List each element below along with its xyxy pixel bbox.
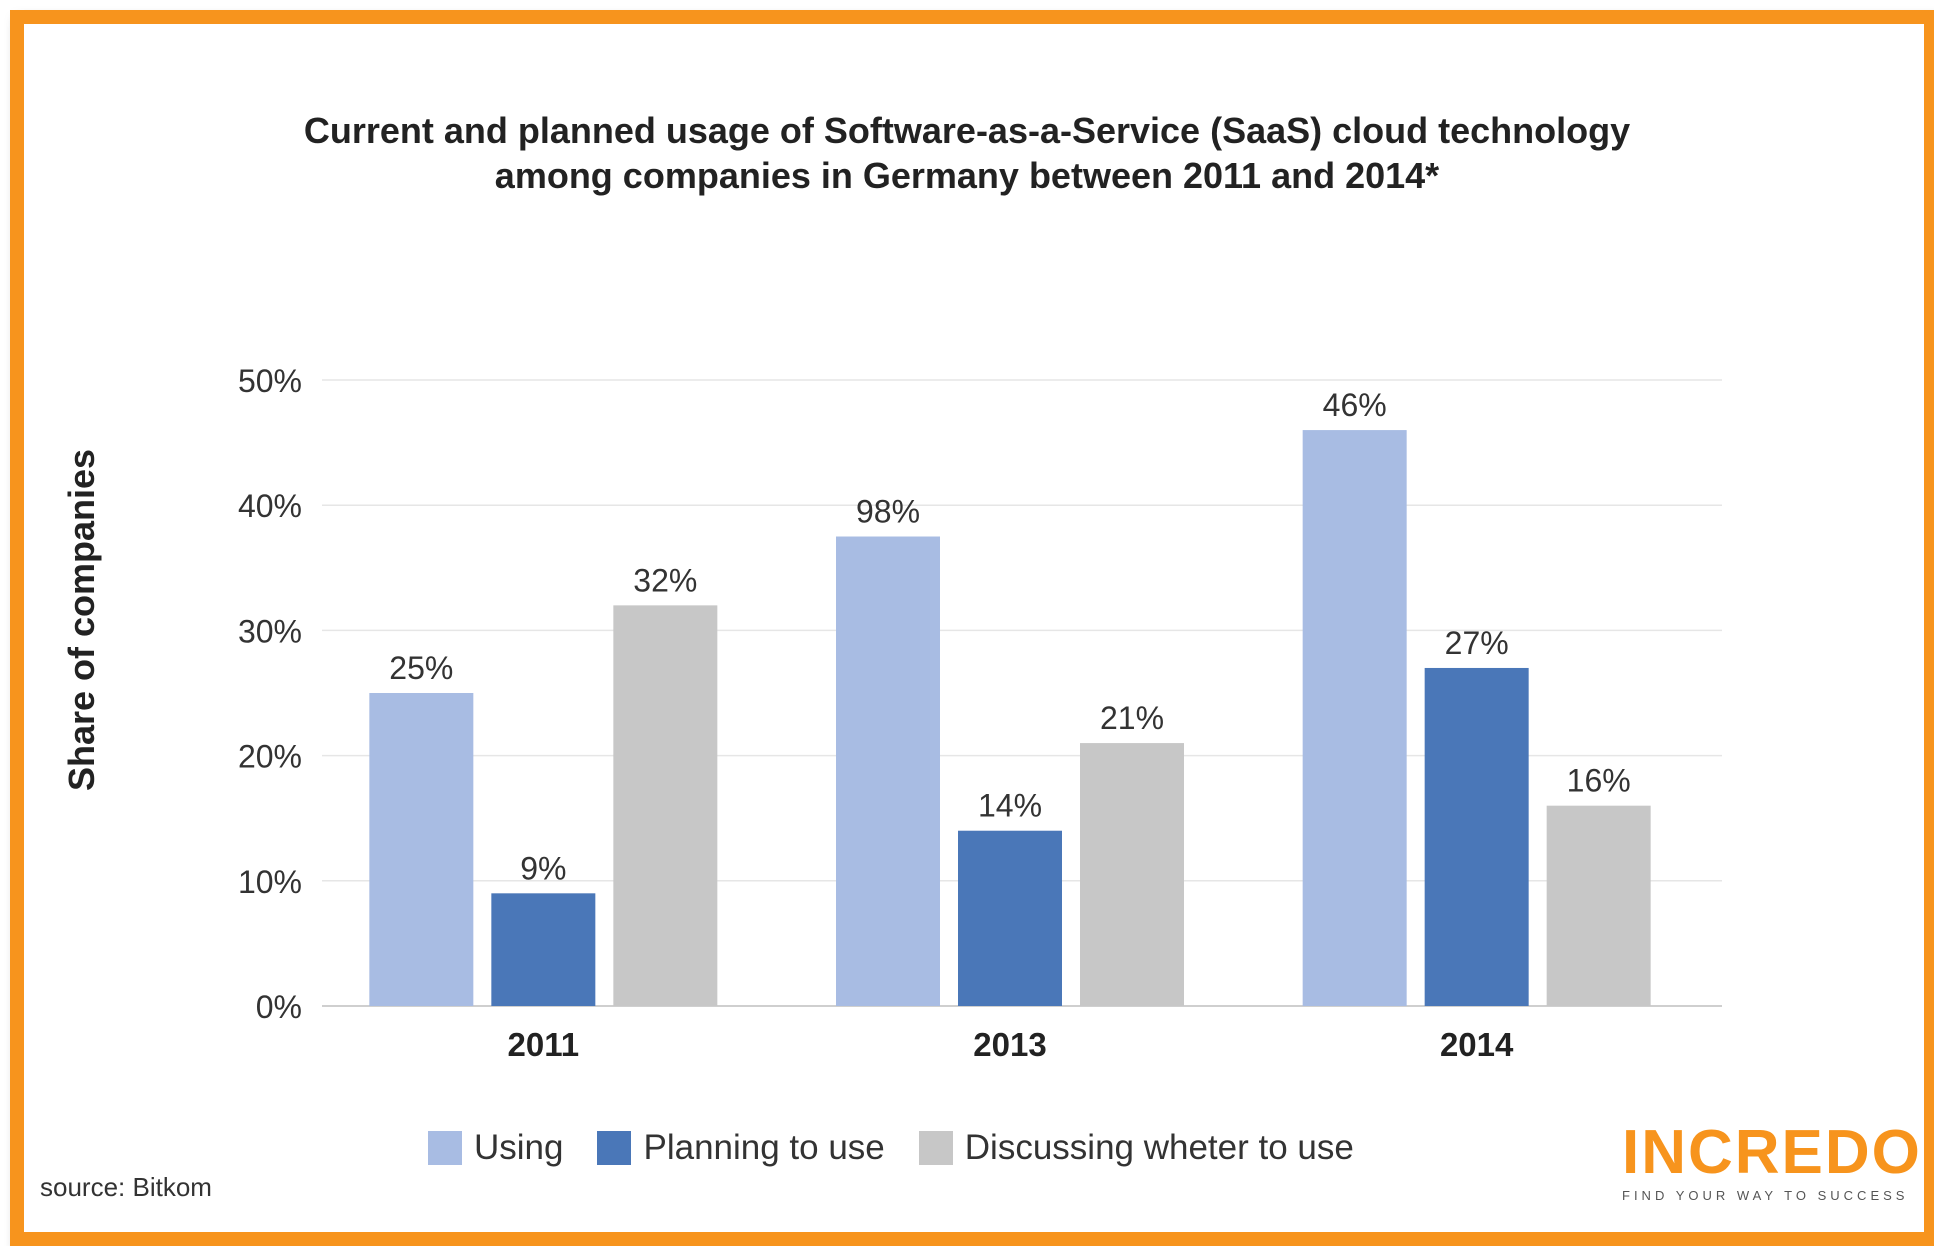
legend-item-discussing: Discussing wheter to use: [918, 1128, 1354, 1168]
chart-frame: [10, 10, 1934, 1246]
logo-tagline: FIND YOUR WAY TO SUCCESS: [1622, 1188, 1909, 1203]
bar: [1302, 430, 1407, 1007]
bar: [1080, 743, 1184, 1006]
logo-text: INCREDO: [1622, 1118, 1922, 1187]
legend-item-planning: Planning to use: [597, 1128, 885, 1168]
data-label: 9%: [520, 850, 566, 886]
chart-title: Current and planned usage of Software-as…: [0, 108, 1934, 198]
bar: [958, 830, 1062, 1006]
legend: Using Planning to use Discussing wheter …: [428, 1128, 1388, 1168]
y-tick-label: 0%: [256, 989, 302, 1025]
data-label: 27%: [1445, 625, 1509, 661]
logo-word: INCREDO: [1622, 1120, 1920, 1186]
bar: [836, 536, 940, 1006]
incredo-logo: INCREDO FIND YOUR WAY TO SUCCESS: [1622, 1120, 1920, 1204]
y-tick-label: 40%: [238, 488, 302, 524]
data-label: 14%: [978, 788, 1042, 824]
legend-label-planning: Planning to use: [643, 1128, 885, 1167]
legend-swatch-planning: [597, 1131, 632, 1165]
x-tick-label: 2013: [973, 1026, 1046, 1063]
source-note: source: Bitkom: [40, 1172, 212, 1202]
legend-swatch-using: [428, 1131, 462, 1165]
legend-label-discussing: Discussing wheter to use: [964, 1128, 1354, 1167]
title-line-2: among companies in Germany between 2011 …: [494, 155, 1440, 196]
title-line-1: Current and planned usage of Software-as…: [303, 110, 1631, 151]
y-tick-label: 50%: [238, 363, 302, 399]
data-label: 25%: [389, 650, 453, 686]
y-tick-label: 10%: [238, 864, 302, 900]
y-tick-label: 30%: [238, 613, 302, 649]
data-label: 98%: [856, 494, 920, 530]
data-label: 21%: [1100, 700, 1164, 736]
bar: [613, 605, 718, 1006]
data-label: 46%: [1323, 387, 1387, 423]
y-tick-label: 20%: [238, 739, 302, 775]
legend-swatch-discussing: [918, 1131, 953, 1165]
data-label: 16%: [1567, 763, 1631, 799]
bar: [369, 693, 474, 1006]
bar: [1546, 805, 1651, 1006]
legend-label-using: Using: [474, 1128, 564, 1167]
bar: [1424, 667, 1529, 1006]
data-label: 32%: [633, 562, 697, 598]
x-tick-label: 2014: [1440, 1026, 1514, 1063]
bar: [491, 893, 596, 1006]
legend-item-using: Using: [428, 1128, 563, 1168]
x-tick-label: 2011: [508, 1026, 580, 1063]
